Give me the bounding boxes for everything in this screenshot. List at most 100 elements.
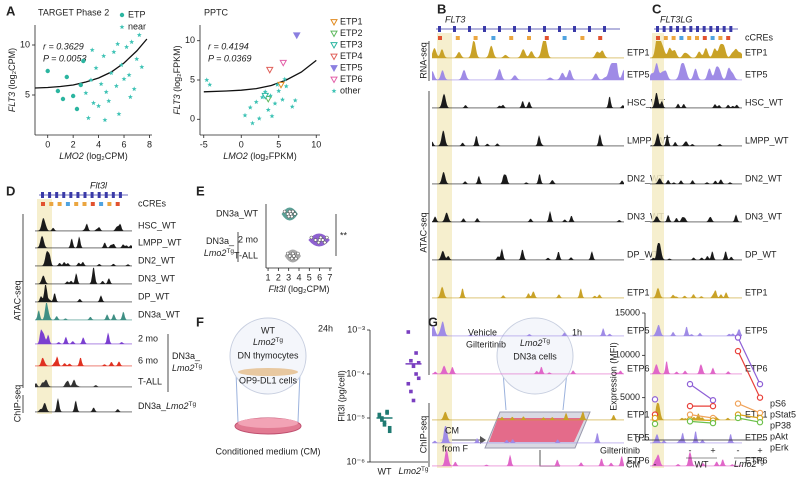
point bbox=[136, 32, 142, 38]
significance: ** bbox=[340, 230, 348, 240]
legend-label: pAkt bbox=[770, 431, 789, 441]
signal-track bbox=[650, 403, 742, 420]
point bbox=[242, 112, 248, 118]
signal-track bbox=[432, 130, 624, 146]
bracket-label: DN3a_ bbox=[172, 351, 201, 361]
ccre bbox=[74, 202, 79, 206]
row-label: Gilteritinib bbox=[600, 445, 640, 455]
italic-part: Lmo2 bbox=[204, 248, 227, 258]
track-label: ETP5 bbox=[745, 325, 768, 335]
y-tick-label: 10⁻⁵ bbox=[347, 412, 366, 422]
y-axis-label: FLT3 (log₂FPKM) bbox=[172, 45, 182, 114]
point bbox=[265, 107, 271, 112]
series-line bbox=[689, 419, 714, 422]
track-label: LMPP_WT bbox=[745, 135, 789, 145]
label: Lmo2Tg bbox=[253, 337, 283, 348]
label: DN thymocytes bbox=[237, 350, 299, 360]
ccre bbox=[598, 36, 603, 40]
y-tick-label: 0 bbox=[190, 114, 195, 124]
annotation: P = 0.0053 bbox=[43, 53, 86, 63]
group-label: - bbox=[654, 459, 657, 469]
track-label: ETP1 bbox=[627, 287, 650, 297]
track-label: ETP5 bbox=[745, 69, 768, 79]
text-part: (log₂CPM) bbox=[7, 48, 17, 92]
exon bbox=[603, 26, 606, 32]
point bbox=[88, 77, 94, 83]
point bbox=[121, 76, 127, 82]
signal-track bbox=[35, 303, 132, 320]
italic-part: Lmo2 bbox=[253, 337, 276, 347]
panel-label: C bbox=[652, 1, 662, 16]
point bbox=[385, 411, 389, 415]
track-label: DN3_WT bbox=[745, 211, 783, 221]
text-part: DN3a_ bbox=[138, 401, 167, 411]
point bbox=[276, 88, 282, 94]
group-label: Lmo2Tg bbox=[734, 459, 764, 470]
point bbox=[60, 96, 66, 102]
signal-track bbox=[650, 214, 742, 222]
point bbox=[91, 100, 96, 106]
x-tick-label: 5 bbox=[276, 139, 281, 149]
y-tick-label: 10 bbox=[185, 35, 195, 45]
series-line bbox=[737, 414, 761, 419]
ccre bbox=[491, 36, 496, 40]
label: DN3a cells bbox=[513, 351, 557, 361]
label: WT bbox=[261, 325, 275, 335]
y-tick-label: 10⁻⁴ bbox=[346, 368, 365, 378]
y-tick-label: 0 bbox=[635, 434, 640, 444]
text-part: (log₂FPKM) bbox=[172, 45, 182, 94]
point bbox=[247, 104, 253, 110]
panel-label: E bbox=[196, 183, 205, 198]
point bbox=[85, 115, 91, 121]
label: from F bbox=[442, 443, 469, 453]
label: Conditioned medium (CM) bbox=[215, 446, 320, 456]
series-line bbox=[737, 403, 761, 414]
exon bbox=[729, 26, 733, 32]
point bbox=[286, 214, 291, 219]
point bbox=[131, 86, 137, 92]
track-label: ETP6 bbox=[627, 455, 650, 465]
ccre bbox=[49, 202, 54, 206]
point bbox=[274, 82, 280, 87]
group-label: ATAC-seq bbox=[418, 212, 428, 252]
exon bbox=[111, 192, 115, 198]
signal-track bbox=[650, 451, 742, 466]
track-label: ETP6 bbox=[745, 455, 768, 465]
ccre bbox=[702, 36, 707, 40]
track-label: ETP1 bbox=[627, 409, 650, 419]
ccre bbox=[580, 36, 585, 40]
point bbox=[45, 68, 50, 74]
ccre-label: cCREs bbox=[138, 198, 167, 208]
ccre bbox=[544, 36, 549, 40]
y-axis-label: FLT3 (log₂CPM) bbox=[7, 48, 17, 112]
annotation: r = 0.4194 bbox=[208, 41, 249, 51]
y-tick-label: 5 bbox=[190, 74, 195, 84]
point bbox=[406, 330, 411, 334]
group-label: RNA-seq bbox=[418, 42, 428, 79]
point bbox=[414, 351, 418, 355]
track-label: DN3_WT bbox=[138, 273, 176, 283]
point bbox=[323, 240, 327, 245]
track-label: DP_WT bbox=[138, 291, 170, 301]
x-tick-label: 3 bbox=[286, 272, 291, 282]
track-label: DP_WT bbox=[627, 249, 659, 259]
exon bbox=[682, 26, 686, 32]
point bbox=[686, 402, 694, 410]
point bbox=[264, 95, 273, 103]
track-label: ETP5 bbox=[627, 69, 650, 79]
italic-part: LMO2 bbox=[59, 151, 84, 161]
exon bbox=[689, 26, 693, 32]
ccre bbox=[82, 202, 87, 206]
gene-name: FLT3LG bbox=[660, 14, 692, 24]
legend-label: ETP1 bbox=[340, 16, 363, 26]
illustration-f bbox=[229, 317, 307, 435]
series-line bbox=[737, 337, 761, 385]
point bbox=[686, 418, 694, 425]
track-label: DN2_WT bbox=[138, 255, 176, 265]
group-label: Lmo2Tg bbox=[204, 248, 234, 259]
track-label: 2 mo bbox=[138, 333, 158, 343]
superscript: Tg bbox=[756, 459, 764, 466]
label: Vehicle bbox=[468, 327, 497, 337]
point bbox=[96, 103, 102, 109]
point bbox=[290, 214, 294, 219]
